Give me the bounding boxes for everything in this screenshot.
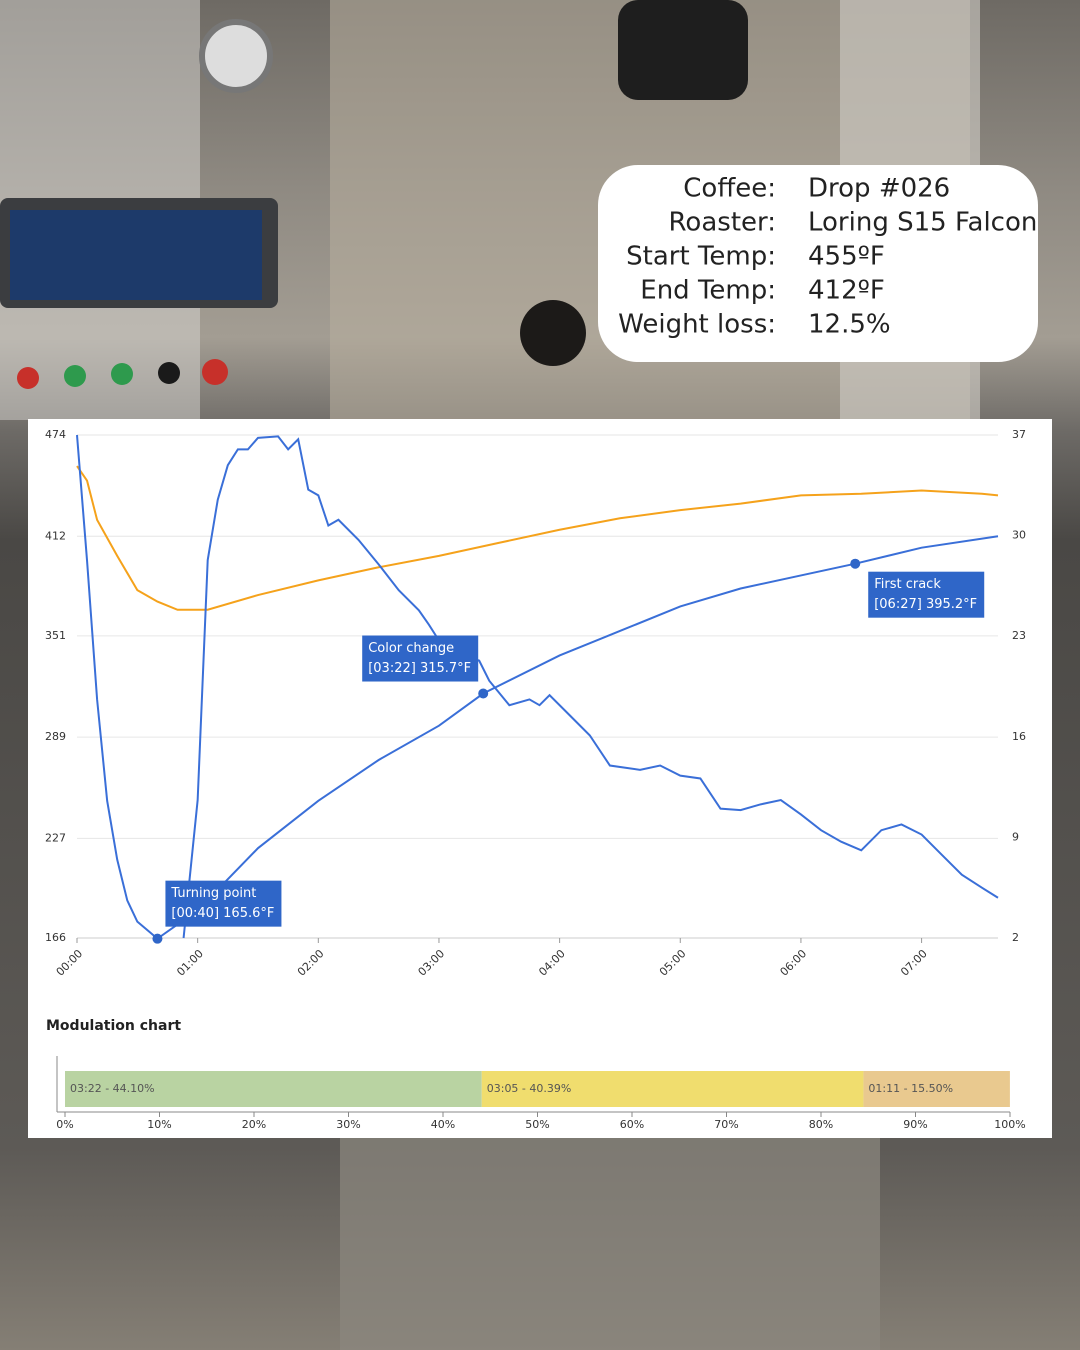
- button: [64, 365, 86, 387]
- x-tick-label: 100%: [994, 1118, 1025, 1131]
- series-line: [182, 435, 999, 939]
- annotation-box: [165, 880, 282, 927]
- x-tick-label: 90%: [903, 1118, 927, 1131]
- y2-tick-label: 30: [1012, 529, 1026, 542]
- x-tick-label: 01:00: [174, 947, 206, 979]
- series-line: [76, 465, 999, 611]
- x-tick-label: 50%: [525, 1118, 549, 1131]
- button: [17, 367, 39, 389]
- info-label: Roaster:: [669, 208, 776, 238]
- y2-tick-label: 37: [1012, 428, 1026, 441]
- gauge: [199, 19, 273, 93]
- x-tick-label: 70%: [714, 1118, 738, 1131]
- x-tick-label: 30%: [336, 1118, 360, 1131]
- y-tick-label: 474: [45, 428, 66, 441]
- info-label: Start Temp:: [626, 242, 776, 272]
- annotation-text: [03:22] 315.7°F: [368, 661, 471, 676]
- button: [111, 363, 133, 385]
- info-value: Drop #026: [808, 174, 950, 204]
- annotation-label: First crack: [874, 577, 941, 592]
- x-tick-label: 60%: [620, 1118, 644, 1131]
- info-value: 12.5%: [808, 310, 891, 340]
- x-tick-label: 03:00: [416, 947, 448, 979]
- x-tick-label: 04:00: [536, 947, 568, 979]
- bar-label: 03:05 - 40.39%: [487, 1082, 572, 1095]
- info-value: 412ºF: [808, 276, 885, 306]
- port: [520, 300, 586, 366]
- x-tick-label: 05:00: [657, 947, 689, 979]
- bar-label: 01:11 - 15.50%: [868, 1082, 953, 1095]
- y2-tick-label: 2: [1012, 931, 1019, 944]
- drum: [340, 1138, 880, 1350]
- bar-segment: [863, 1071, 1010, 1107]
- x-tick-label: 0%: [56, 1118, 73, 1131]
- annotation-point: [478, 688, 489, 699]
- annotation-label: Color change: [368, 641, 454, 656]
- info-label: End Temp:: [640, 276, 776, 306]
- y-tick-label: 289: [45, 730, 66, 743]
- y2-tick-label: 9: [1012, 830, 1019, 843]
- y2-tick-label: 23: [1012, 629, 1026, 642]
- y-tick-label: 412: [45, 529, 66, 542]
- annotation-text: [06:27] 395.2°F: [874, 597, 977, 612]
- annotation-box: [362, 635, 479, 682]
- y-tick-label: 227: [45, 831, 66, 844]
- annotation-point: [850, 558, 861, 569]
- x-tick-label: 02:00: [295, 947, 327, 979]
- x-tick-label: 10%: [147, 1118, 171, 1131]
- chart-title: Modulation chart: [46, 1018, 181, 1034]
- bar-label: 03:22 - 44.10%: [70, 1082, 155, 1095]
- button: [202, 359, 228, 385]
- button: [158, 362, 180, 384]
- info-card: [598, 165, 1038, 362]
- x-tick-label: 40%: [431, 1118, 455, 1131]
- info-label: Weight loss:: [618, 310, 776, 340]
- bar-segment: [481, 1071, 864, 1107]
- y-tick-label: 166: [45, 931, 66, 944]
- info-value: Loring S15 Falcon: [808, 208, 1037, 238]
- series-line: [76, 434, 999, 940]
- x-tick-label: 07:00: [898, 947, 930, 979]
- x-tick-label: 80%: [809, 1118, 833, 1131]
- x-tick-label: 06:00: [778, 947, 810, 979]
- annotation-point: [152, 933, 163, 944]
- x-tick-label: 00:00: [54, 947, 86, 979]
- annotation-box: [868, 571, 985, 618]
- x-tick-label: 20%: [242, 1118, 266, 1131]
- annotation-text: [00:40] 165.6°F: [171, 906, 274, 921]
- annotation-label: Turning point: [170, 886, 256, 901]
- y-tick-label: 351: [45, 629, 66, 642]
- y2-tick-label: 16: [1012, 730, 1026, 743]
- handle: [618, 0, 748, 100]
- bar-segment: [65, 1071, 482, 1107]
- screen: [10, 210, 262, 300]
- info-value: 455ºF: [808, 242, 885, 272]
- info-label: Coffee:: [683, 174, 776, 204]
